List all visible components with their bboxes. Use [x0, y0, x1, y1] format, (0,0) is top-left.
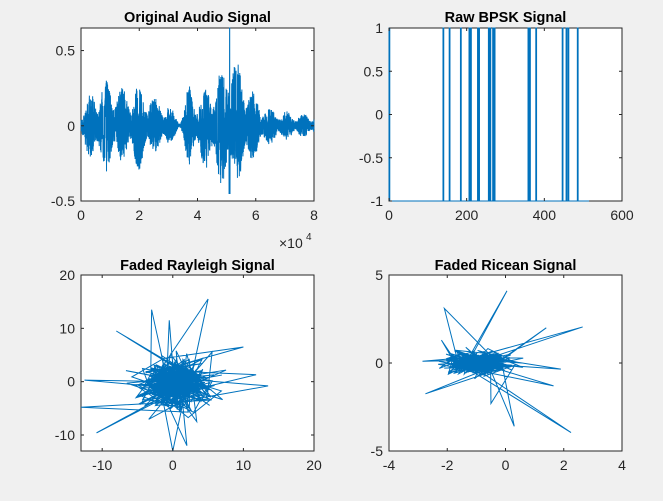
x-exponent-power: 4: [306, 232, 312, 243]
y-tick-label: 0: [67, 374, 75, 390]
subplot-original-audio: Original Audio Signal 0 2 4 6 8-0.500.5 ×10 …: [51, 10, 318, 251]
y-tick-label: 0.5: [364, 63, 384, 79]
x-tick-label: 0: [385, 207, 393, 223]
x-tick-label: 400: [533, 207, 557, 223]
y-tick-label: 20: [59, 267, 75, 283]
x-tick-label: 6: [252, 207, 260, 223]
x-tick-label: 2: [560, 457, 568, 473]
y-tick-label: -5: [371, 443, 384, 459]
x-tick-label: 4: [194, 207, 202, 223]
x-tick-label: 0: [502, 457, 510, 473]
y-tick-label: -10: [55, 427, 75, 443]
axis-ticks: 0 2 4 6 8-0.500.5: [51, 28, 318, 223]
y-tick-label: 0: [375, 355, 383, 371]
plot-title: Faded Ricean Signal: [435, 258, 577, 274]
subplot-faded-rayleigh: Faded Rayleigh Signal -10 0 10 20 -10 0 10 20: [55, 258, 322, 473]
axes-box: [80, 274, 315, 452]
plot-title: Faded Rayleigh Signal: [120, 258, 275, 274]
axis-ticks: -4 -2 0 2 4 -5 0 5: [371, 267, 627, 473]
axis-ticks: 0 200 400 600 -1 -0.5 0 0.5 1: [359, 20, 634, 223]
y-tick-label: 0.5: [56, 43, 76, 59]
rayleigh-signal-line: [81, 298, 269, 451]
y-tick-label: 0: [67, 118, 75, 134]
x-tick-label: -10: [92, 457, 112, 473]
y-tick-label: -0.5: [359, 150, 383, 166]
x-tick-label: 200: [455, 207, 479, 223]
axis-ticks: -10 0 10 20 -10 0 10 20: [55, 267, 322, 473]
x-tick-label: 20: [306, 457, 322, 473]
axes-box: [388, 274, 623, 452]
y-tick-label: 1: [375, 20, 383, 36]
x-tick-label: 2: [135, 207, 143, 223]
y-tick-label: 5: [375, 267, 383, 283]
plot-title: Raw BPSK Signal: [445, 10, 567, 26]
y-tick-label: 0: [375, 107, 383, 123]
y-tick-label: 10: [59, 320, 75, 336]
y-tick-label: -0.5: [51, 193, 75, 209]
x-tick-label: 8: [310, 207, 318, 223]
y-tick-label: -1: [371, 193, 384, 209]
x-tick-label: -2: [441, 457, 454, 473]
subplot-faded-ricean: Faded Ricean Signal -4 -2 0 2 4 -5 0 5: [371, 258, 627, 473]
plot-title: Original Audio Signal: [124, 10, 271, 26]
x-tick-label: -4: [383, 457, 396, 473]
x-tick-label: 0: [77, 207, 85, 223]
x-tick-label: 4: [618, 457, 626, 473]
bpsk-signal-line: [388, 27, 589, 202]
axes-box: [388, 27, 623, 202]
x-exponent-label: ×10: [279, 235, 303, 251]
ricean-signal-line: [422, 290, 583, 433]
audio-waveform-line: [80, 27, 315, 194]
x-tick-label: 600: [610, 207, 634, 223]
subplot-raw-bpsk: Raw BPSK Signal 0 200 400 600 -1 -0.5 0 0.5 1: [359, 10, 634, 223]
x-tick-label: 10: [236, 457, 252, 473]
x-tick-label: 0: [169, 457, 177, 473]
